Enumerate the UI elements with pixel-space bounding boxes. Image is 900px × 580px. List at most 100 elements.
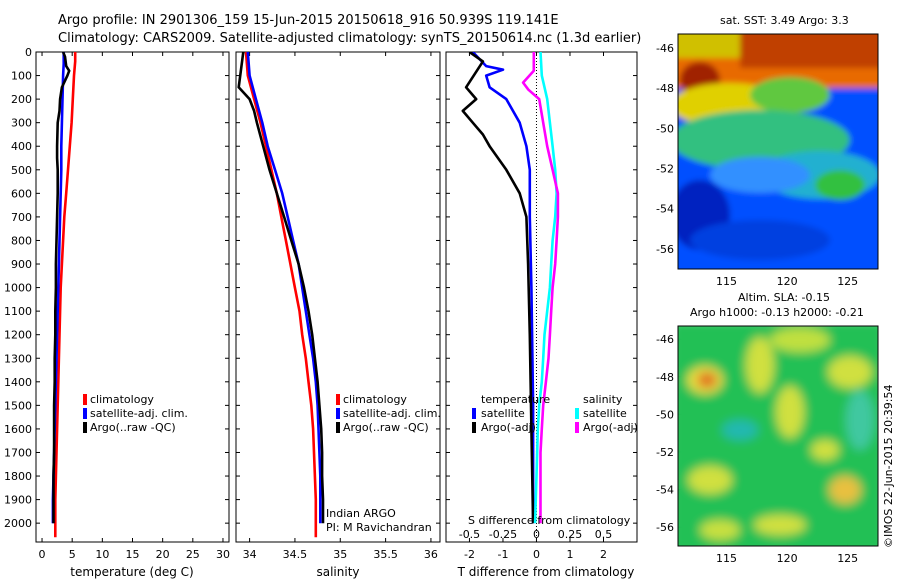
legend-label-temp-argo: Argo(-adj) xyxy=(481,421,536,434)
y-tick-label: 600 xyxy=(11,187,32,200)
y-tick-label: 1700 xyxy=(4,446,32,459)
x-tick-label: 25 xyxy=(186,548,200,561)
x-tick-label: 34 xyxy=(243,548,257,561)
series-line-argo-raw-qc- xyxy=(237,52,325,524)
y-tick-label: 1800 xyxy=(4,470,32,483)
salinity-xlabel: salinity xyxy=(316,565,359,579)
y-tick-label: 700 xyxy=(11,211,32,224)
map-x-tick-label: 125 xyxy=(837,552,858,565)
legend-swatch-argo xyxy=(83,422,87,433)
y-tick-label: 300 xyxy=(11,117,32,130)
title-line-2: Climatology: CARS2009. Satellite-adjuste… xyxy=(58,31,641,46)
secondary-x-tick-label: 0 xyxy=(533,528,540,541)
temperature-axes xyxy=(35,51,230,543)
temperature-legend: climatology satellite-adj. clim. Argo(..… xyxy=(83,393,188,434)
sla-map-title-1: Altim. SLA: -0.15 xyxy=(738,291,830,304)
map-x-tick-label: 120 xyxy=(777,552,798,565)
map-y-tick-label: -48 xyxy=(656,371,674,384)
sla-map xyxy=(678,326,878,546)
legend-swatch-sal-argo xyxy=(575,422,579,433)
y-tick-label: 1100 xyxy=(4,305,32,318)
series-line-salinity-satellite xyxy=(533,52,558,524)
y-tick-label: 100 xyxy=(11,70,32,83)
y-tick-label: 1600 xyxy=(4,423,32,436)
y-tick-label: 900 xyxy=(11,258,32,271)
map-y-tick-label: -52 xyxy=(656,446,674,459)
x-tick-label: 1 xyxy=(566,548,573,561)
legend-label-satellite: satellite-adj. clim. xyxy=(343,407,441,420)
series-line-climatology xyxy=(244,52,318,538)
map-y-tick-label: -50 xyxy=(656,408,674,421)
series-group xyxy=(237,52,325,538)
y-tick-label: 0 xyxy=(25,46,32,59)
x-tick-label: 0 xyxy=(533,548,540,561)
pi-label: PI: M Ravichandran xyxy=(326,521,432,534)
legend-swatch-argo xyxy=(336,422,340,433)
x-tick-label: 30 xyxy=(216,548,230,561)
title-line-1: Argo profile: IN 2901306_159 15-Jun-2015… xyxy=(58,13,559,28)
legend-label-temp-satellite: satellite xyxy=(481,407,525,420)
y-tick-label: 800 xyxy=(11,234,32,247)
x-tick-label: 34.5 xyxy=(283,548,308,561)
legend-swatch-satellite xyxy=(83,408,87,419)
series-line-temperature-argo-adj- xyxy=(461,52,535,524)
map-y-tick-label: -56 xyxy=(656,243,674,256)
x-tick-label: 10 xyxy=(95,548,109,561)
sst-map-title: sat. SST: 3.49 Argo: 3.3 xyxy=(720,14,849,27)
indian-argo-label: Indian ARGO xyxy=(326,507,396,520)
legend-label-sal-satellite: satellite xyxy=(583,407,627,420)
difference-xlabel: T difference from climatology xyxy=(457,565,635,579)
x-tick-label: 0 xyxy=(39,548,46,561)
difference-legend: temperature salinity satellite Argo(-adj… xyxy=(468,393,638,527)
series-line-climatology xyxy=(54,52,77,538)
x-tick-label: -2 xyxy=(464,548,475,561)
x-tick-label: -1 xyxy=(497,548,508,561)
x-tick-label: 35.5 xyxy=(373,548,398,561)
x-tick-label: 5 xyxy=(69,548,76,561)
imos-stamp: ©IMOS 22-Jun-2015 20:39:54 xyxy=(882,384,895,548)
map-y-tick-label: -46 xyxy=(656,42,674,55)
sla-map-frame xyxy=(677,325,879,547)
legend-label-climatology: climatology xyxy=(90,393,154,406)
legend-swatch-climatology xyxy=(336,394,340,405)
map-y-tick-label: -50 xyxy=(656,122,674,135)
legend-swatch-sal-satellite xyxy=(575,408,579,419)
map-x-tick-label: 120 xyxy=(777,275,798,288)
x-tick-label: 35 xyxy=(333,548,347,561)
secondary-x-tick-label: -0.5 xyxy=(459,528,480,541)
map-y-tick-label: -48 xyxy=(656,82,674,95)
map-y-tick-label: -52 xyxy=(656,163,674,176)
series-group xyxy=(461,52,560,524)
sla-map-title-2: Argo h1000: -0.13 h2000: -0.21 xyxy=(690,306,864,319)
y-tick-label: 1200 xyxy=(4,329,32,342)
x-tick-label: 2 xyxy=(600,548,607,561)
legend-label-argo: Argo(..raw -QC) xyxy=(90,421,176,434)
y-tick-label: 1300 xyxy=(4,352,32,365)
secondary-x-tick-label: 0.25 xyxy=(558,528,583,541)
legend-label-climatology: climatology xyxy=(343,393,407,406)
x-tick-label: 15 xyxy=(126,548,140,561)
map-y-tick-label: -46 xyxy=(656,333,674,346)
sst-map xyxy=(678,34,878,269)
series-line-temperature-satellite xyxy=(471,52,535,524)
series-line-argo-raw-qc- xyxy=(52,52,71,524)
legend-head-salinity: salinity xyxy=(583,393,623,406)
map-x-tick-label: 115 xyxy=(716,275,737,288)
x-tick-label: 20 xyxy=(156,548,170,561)
y-tick-label: 1500 xyxy=(4,399,32,412)
s-difference-label: S difference from climatology xyxy=(468,514,631,527)
legend-label-satellite: satellite-adj. clim. xyxy=(90,407,188,420)
salinity-axes xyxy=(235,51,441,543)
secondary-x-tick-label: -0.25 xyxy=(489,528,517,541)
series-group xyxy=(51,52,77,538)
y-tick-label: 1000 xyxy=(4,282,32,295)
legend-swatch-climatology xyxy=(83,394,87,405)
legend-label-argo: Argo(..raw -QC) xyxy=(343,421,429,434)
map-x-tick-label: 125 xyxy=(837,275,858,288)
series-layer xyxy=(51,52,560,538)
y-tick-label: 2000 xyxy=(4,517,32,530)
series-line-satellite-adj-clim- xyxy=(246,52,322,524)
temperature-xlabel: temperature (deg C) xyxy=(70,565,193,579)
y-tick-label: 500 xyxy=(11,164,32,177)
